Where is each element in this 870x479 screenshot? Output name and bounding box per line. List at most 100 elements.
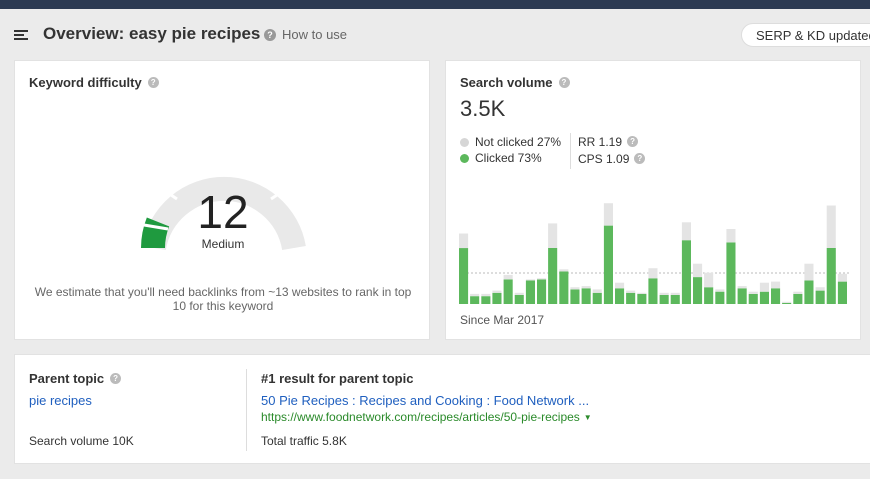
- chart-bar-not-clicked[interactable]: [793, 291, 803, 294]
- rr-value: RR 1.19: [578, 134, 623, 149]
- chart-bar-not-clicked[interactable]: [626, 290, 636, 293]
- top-result-link[interactable]: 50 Pie Recipes : Recipes and Cooking : F…: [261, 393, 590, 408]
- chart-bar-clicked[interactable]: [704, 287, 714, 304]
- help-icon[interactable]: ?: [110, 373, 122, 384]
- clicked-dot-icon: [460, 153, 469, 163]
- chart-bar-clicked[interactable]: [759, 291, 769, 304]
- chart-bar-not-clicked[interactable]: [704, 272, 714, 288]
- chart-bar-not-clicked[interactable]: [470, 293, 480, 297]
- chart-bar-not-clicked[interactable]: [782, 301, 792, 303]
- parent-topic-card: Parent topic ? pie recipes Search volume…: [14, 354, 870, 464]
- chart-bar-not-clicked[interactable]: [815, 287, 825, 291]
- chart-bar-not-clicked[interactable]: [637, 292, 647, 294]
- chart-bar-not-clicked[interactable]: [648, 268, 658, 279]
- chart-bar-clicked[interactable]: [637, 293, 647, 304]
- chart-bar-not-clicked[interactable]: [681, 222, 691, 241]
- gauge-divider: [143, 223, 169, 231]
- chart-bar-clicked[interactable]: [826, 248, 836, 304]
- chart-bar-clicked[interactable]: [570, 289, 580, 304]
- search-volume-chart: [459, 203, 849, 305]
- chart-bar-clicked[interactable]: [603, 225, 613, 304]
- legend-not-clicked-label: Not clicked 27%: [475, 135, 562, 149]
- parent-topic-link[interactable]: pie recipes: [29, 393, 92, 408]
- chart-bar-clicked[interactable]: [537, 279, 547, 304]
- chart-bar-not-clicked[interactable]: [837, 273, 847, 282]
- parent-topic-title-text: Parent topic: [29, 371, 105, 386]
- gauge-divider: [152, 181, 178, 201]
- chart-bar-not-clicked[interactable]: [659, 292, 669, 295]
- chart-bar-clicked[interactable]: [581, 288, 591, 304]
- gauge-divider: [270, 181, 296, 201]
- chart-bar-clicked[interactable]: [670, 295, 680, 304]
- caret-down-icon[interactable]: ▼: [583, 412, 592, 422]
- chart-bar-not-clicked[interactable]: [826, 205, 836, 249]
- chart-start-date: Since Mar 2017: [460, 313, 545, 327]
- chart-bar-clicked[interactable]: [525, 280, 535, 305]
- chart-bar-not-clicked[interactable]: [570, 287, 580, 290]
- chart-bar-not-clicked[interactable]: [737, 286, 747, 289]
- chart-bar-not-clicked[interactable]: [492, 290, 502, 293]
- chart-bar-not-clicked[interactable]: [592, 289, 602, 293]
- chart-bar-clicked[interactable]: [648, 278, 658, 304]
- chart-bar-clicked[interactable]: [615, 288, 625, 304]
- chart-bar-not-clicked[interactable]: [670, 292, 680, 295]
- menu-icon[interactable]: [14, 30, 28, 41]
- search-volume-title-text: Search volume: [460, 75, 553, 90]
- chart-bar-clicked[interactable]: [481, 296, 491, 304]
- keyword-difficulty-title-text: Keyword difficulty: [29, 75, 142, 90]
- chart-bar-not-clicked[interactable]: [548, 223, 558, 248]
- chart-bar-not-clicked[interactable]: [693, 263, 703, 278]
- chart-bar-clicked[interactable]: [737, 288, 747, 304]
- chart-bar-not-clicked[interactable]: [715, 289, 725, 292]
- top-result-url-row[interactable]: https://www.foodnetwork.com/recipes/arti…: [261, 410, 592, 424]
- chart-bar-clicked[interactable]: [815, 290, 825, 304]
- top-result-url[interactable]: https://www.foodnetwork.com/recipes/arti…: [261, 410, 580, 424]
- chart-bar-clicked[interactable]: [748, 293, 758, 304]
- chart-bar-not-clicked[interactable]: [503, 274, 513, 280]
- chart-bar-clicked[interactable]: [771, 288, 781, 304]
- chart-bar-clicked[interactable]: [514, 295, 524, 304]
- chart-bar-not-clicked[interactable]: [603, 203, 613, 226]
- chart-bar-clicked[interactable]: [492, 292, 502, 304]
- how-to-use-link[interactable]: ? How to use: [264, 27, 347, 42]
- chart-bar-not-clicked[interactable]: [537, 278, 547, 280]
- chart-bar-not-clicked[interactable]: [525, 279, 535, 281]
- chart-bar-clicked[interactable]: [726, 242, 736, 304]
- chart-bar-clicked[interactable]: [804, 280, 814, 305]
- chart-bar-not-clicked[interactable]: [748, 291, 758, 294]
- chart-bar-not-clicked[interactable]: [481, 293, 491, 297]
- chart-bar-not-clicked[interactable]: [804, 263, 814, 281]
- help-icon: ?: [264, 28, 276, 41]
- chart-bar-clicked[interactable]: [626, 292, 636, 304]
- chart-bar-clicked[interactable]: [548, 248, 558, 304]
- chart-bar-clicked[interactable]: [793, 293, 803, 304]
- chart-bar-not-clicked[interactable]: [615, 282, 625, 289]
- chart-bar-not-clicked[interactable]: [459, 233, 469, 249]
- chart-bar-not-clicked[interactable]: [759, 282, 769, 292]
- keyword-difficulty-title: Keyword difficulty ?: [29, 75, 159, 90]
- top-navigation-bar: [0, 0, 870, 9]
- chart-bar-not-clicked[interactable]: [726, 229, 736, 243]
- chart-bar-not-clicked[interactable]: [514, 292, 524, 295]
- parent-topic-title: Parent topic ?: [29, 371, 122, 386]
- chart-bar-not-clicked[interactable]: [559, 269, 569, 272]
- chart-bar-clicked[interactable]: [459, 248, 469, 304]
- chart-bar-clicked[interactable]: [693, 277, 703, 304]
- chart-bar-clicked[interactable]: [681, 240, 691, 304]
- help-icon[interactable]: ?: [634, 153, 646, 164]
- chart-bar-not-clicked[interactable]: [771, 281, 781, 289]
- chart-bar-clicked[interactable]: [659, 295, 669, 304]
- chart-bar-clicked[interactable]: [559, 271, 569, 305]
- help-icon[interactable]: ?: [627, 136, 639, 147]
- chart-bar-not-clicked[interactable]: [581, 286, 591, 289]
- chart-bar-clicked[interactable]: [592, 292, 602, 304]
- chart-bar-clicked[interactable]: [837, 281, 847, 304]
- serp-kd-updated-badge[interactable]: SERP & KD updated: [741, 23, 870, 47]
- help-icon[interactable]: ?: [558, 77, 570, 88]
- chart-bar-clicked[interactable]: [503, 279, 513, 304]
- clicks-legend: Not clicked 27% Clicked 73%: [460, 134, 561, 166]
- chart-bar-clicked[interactable]: [715, 291, 725, 304]
- chart-bar-clicked[interactable]: [470, 296, 480, 304]
- help-icon[interactable]: ?: [147, 77, 159, 88]
- chart-bar-clicked[interactable]: [782, 302, 792, 304]
